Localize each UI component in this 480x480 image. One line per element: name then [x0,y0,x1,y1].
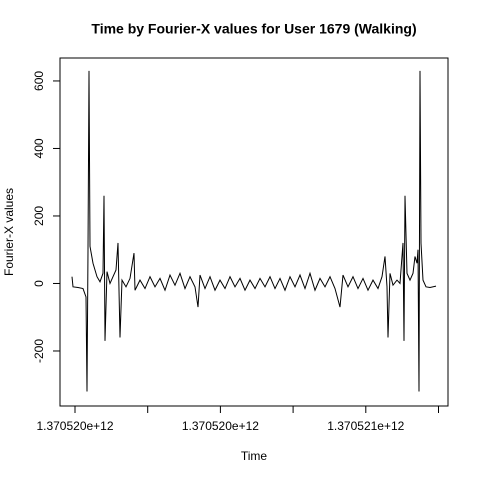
data-line [71,70,437,392]
y-tick-label: 0 [32,280,46,287]
x-axis-label: Time [241,449,268,463]
y-tick-label: -200 [32,339,46,363]
x-tick-label: 1.370520e+12 [36,419,113,433]
plot-box [59,57,449,407]
y-tick-label: 400 [32,138,46,158]
x-tick-label: 1.370520e+12 [182,419,259,433]
chart-title: Time by Fourier-X values for User 1679 (… [91,21,416,37]
y-axis-label: Fourier-X values [2,188,16,276]
y-tick-label: 200 [32,206,46,226]
x-tick-label: 1.370521e+12 [327,419,404,433]
y-tick-label: 600 [32,71,46,91]
